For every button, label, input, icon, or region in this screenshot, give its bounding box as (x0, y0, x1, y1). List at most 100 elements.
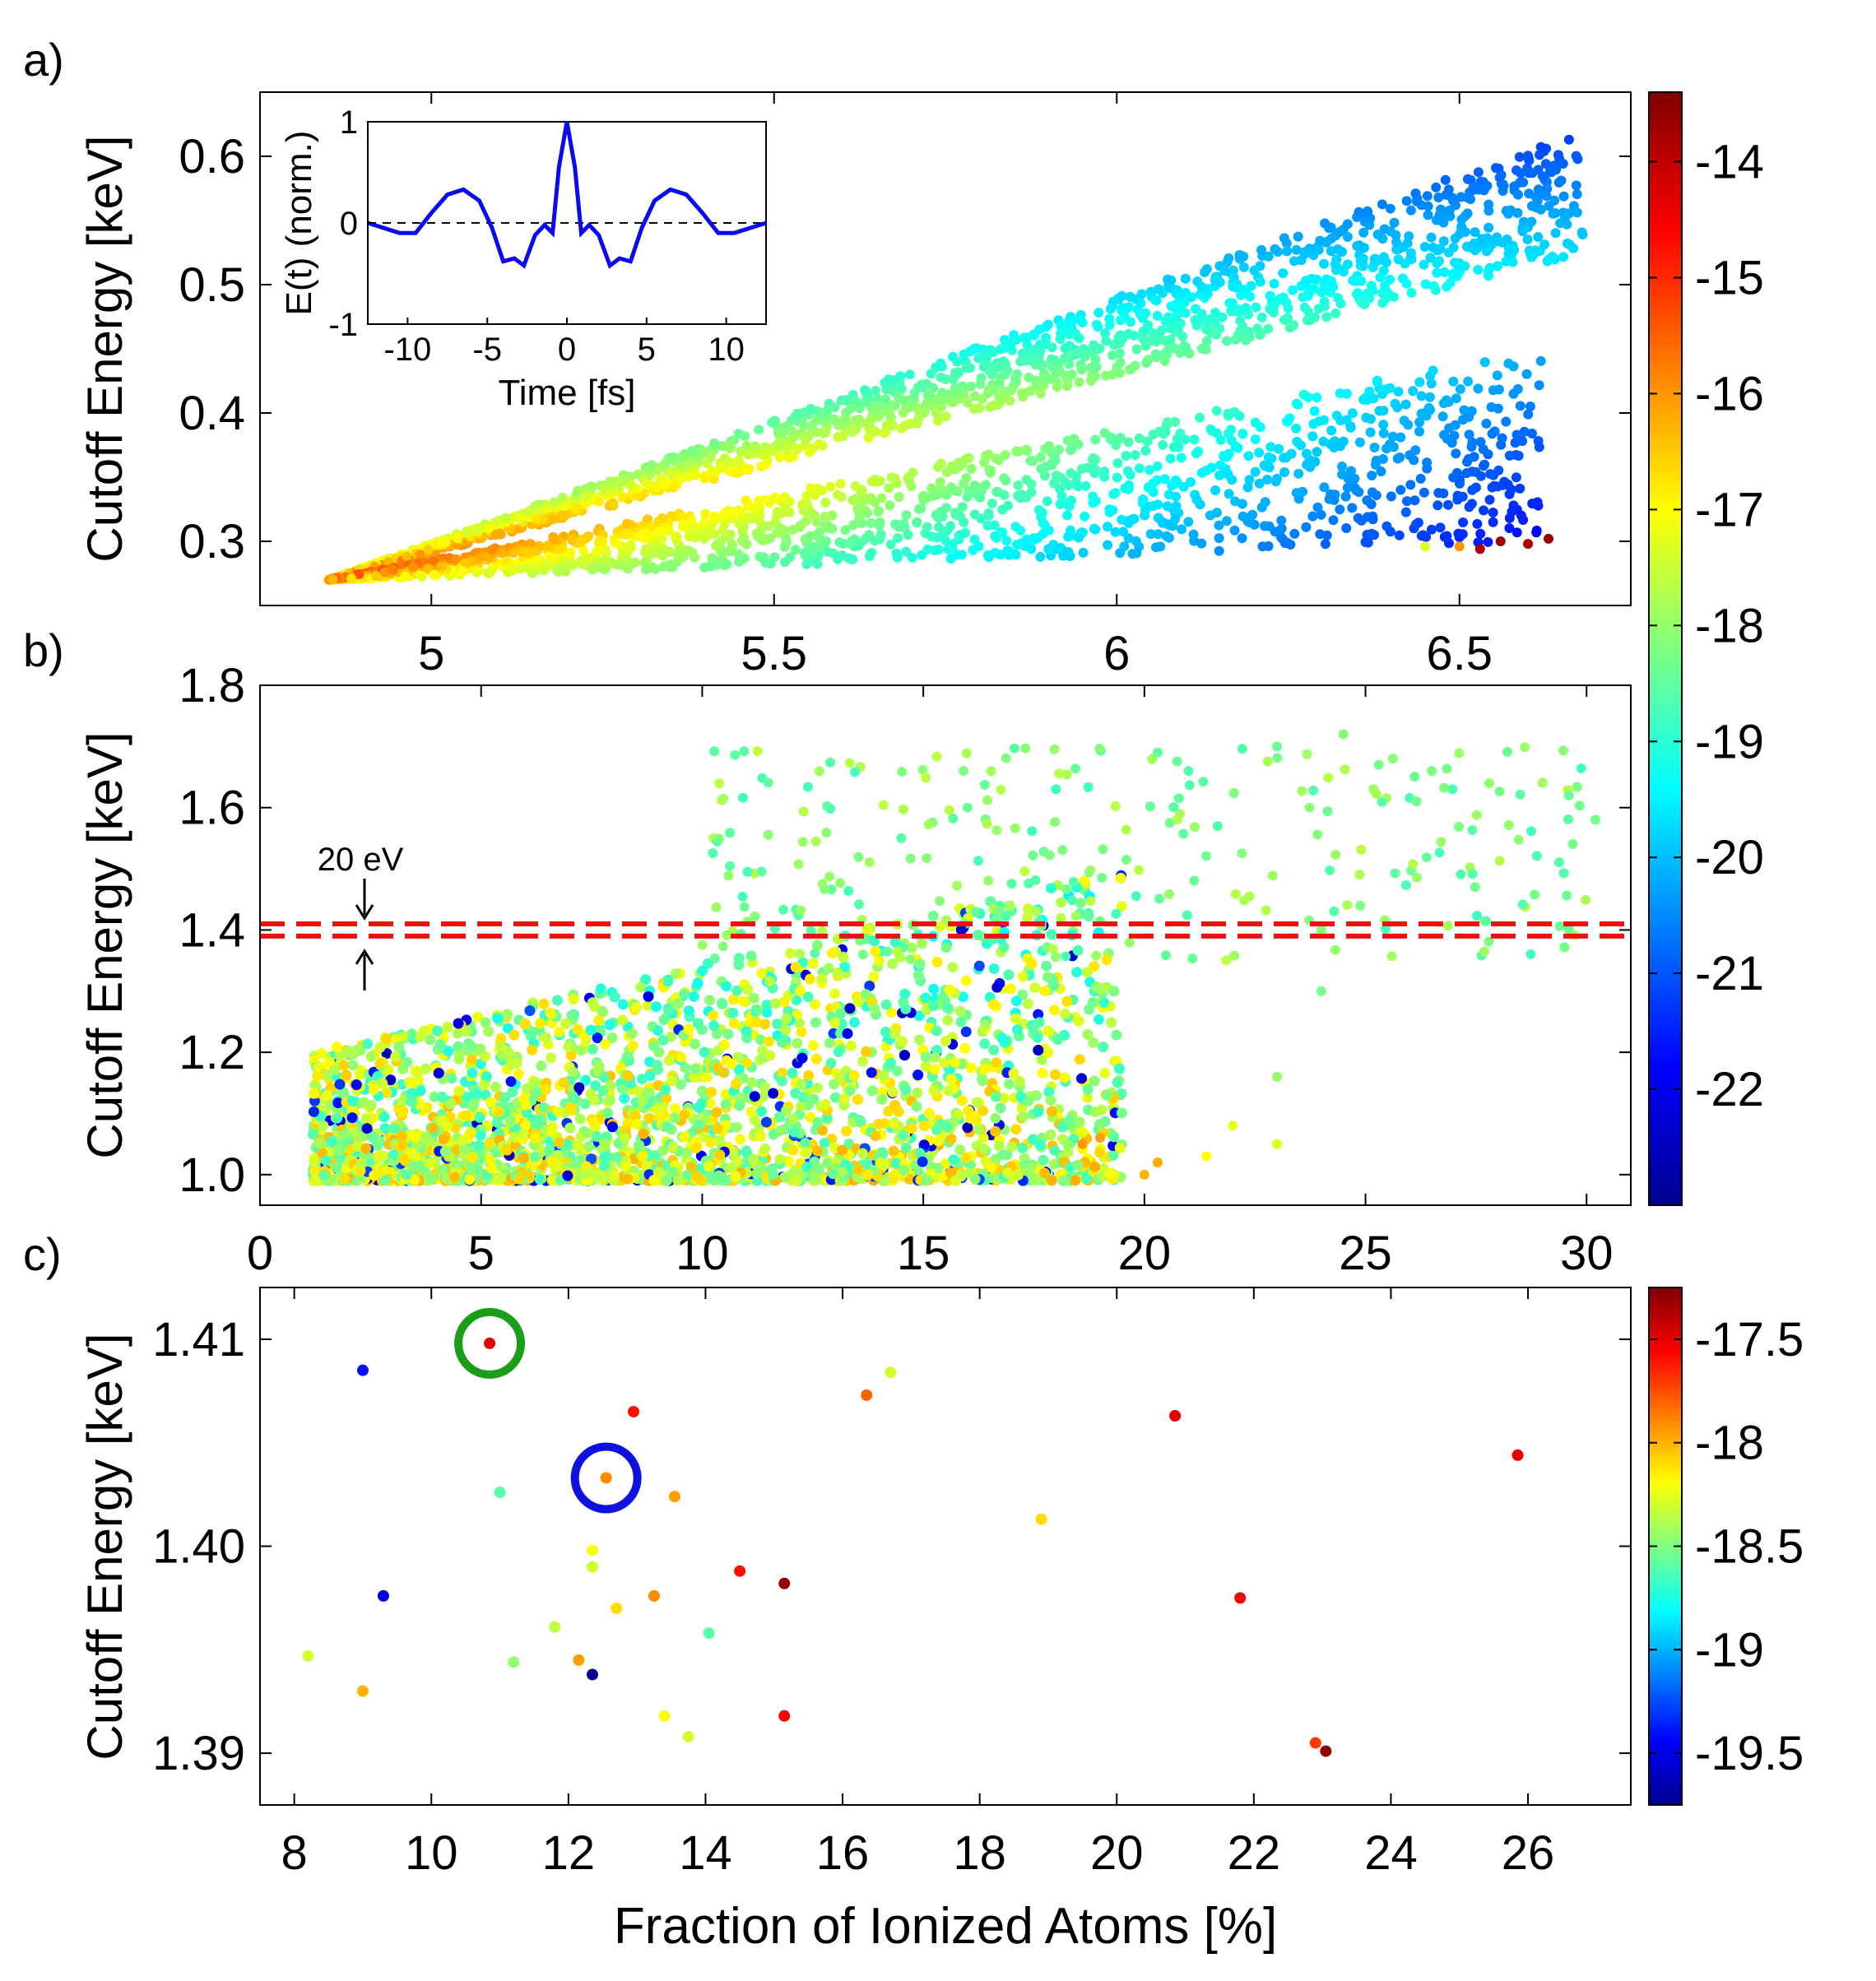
panel-a-point (1522, 234, 1533, 244)
panel-a-point (1512, 207, 1523, 218)
panel-a-point (1455, 229, 1465, 239)
panel-a-point (1386, 491, 1396, 502)
panel-b-point (1032, 1032, 1043, 1043)
panel-b-point (928, 983, 940, 995)
panel-a-point (1231, 282, 1241, 293)
panel-a-point (938, 395, 949, 405)
panel-a-point (1136, 289, 1147, 299)
panel-a-point (1029, 535, 1039, 545)
panel-a-point (1159, 474, 1170, 485)
panel-a-point (1010, 335, 1021, 346)
panel-a-point (1278, 268, 1289, 279)
panel-a-point (1033, 350, 1044, 361)
panel-label-a: a) (23, 34, 64, 86)
panel-b-point (737, 995, 749, 1007)
panel-b-point (1076, 1073, 1087, 1084)
panel-a-point (1438, 236, 1449, 247)
panel-b-point (1043, 1086, 1055, 1097)
panel-a-point (1060, 325, 1070, 336)
panel-a-point (593, 496, 604, 507)
panel-a-point (1217, 312, 1228, 322)
panel-a-point (784, 452, 794, 463)
panel-b-point (1041, 960, 1052, 972)
inset-y-ticks: 10-1 (328, 104, 374, 343)
panel-a-point (1572, 207, 1582, 218)
panel-b-point (810, 999, 821, 1010)
panel-a-point (1172, 477, 1182, 488)
panel-b-point (741, 1145, 752, 1157)
panel-a-point (1255, 276, 1265, 287)
panel-a-point (1523, 539, 1534, 550)
panel-a-point (1117, 305, 1127, 316)
panel-b-point (1023, 903, 1034, 915)
panel-a-point (918, 490, 929, 501)
panel-a-point (1380, 281, 1390, 291)
panel-b-point (977, 1105, 988, 1116)
panel-a-point (1105, 304, 1116, 314)
panel-a-point (1180, 273, 1191, 284)
panel-b-point (1074, 1054, 1085, 1065)
panel-a-point (1302, 459, 1312, 470)
panel-b-point (1056, 897, 1067, 908)
panel-a-point (541, 562, 551, 573)
panel-a-point (1448, 196, 1459, 206)
panel-b-point (720, 1120, 731, 1131)
panel-a-point (1170, 514, 1181, 525)
panel-b-point (760, 1116, 772, 1128)
panel-a-point (1419, 242, 1430, 252)
panel-a-point (1237, 499, 1247, 509)
panel-a-point (852, 503, 863, 514)
panel-a-point (371, 571, 382, 582)
panel-a-point (1234, 250, 1245, 260)
panel-b-point (734, 1093, 745, 1104)
panel-a-point (1423, 201, 1433, 211)
panel-a-point (964, 452, 974, 463)
panel-b-point (721, 981, 732, 992)
panel-b-point (954, 1005, 966, 1017)
panel-a-point (640, 527, 651, 538)
panel-a-point (969, 509, 980, 520)
panel-a-point (1010, 522, 1021, 532)
panel-b-point (1077, 1126, 1088, 1138)
panel-a-point (1364, 293, 1375, 304)
panel-a-point (954, 367, 964, 378)
panel-a-point (1410, 445, 1421, 456)
panel-a-point (1503, 358, 1514, 369)
panel-a-point (907, 552, 917, 563)
panel-a-point (686, 446, 697, 457)
panel-a-point (1426, 378, 1437, 389)
panel-a-point (779, 493, 790, 503)
panel-b-point (483, 1026, 495, 1037)
panel-a-point (1042, 319, 1053, 330)
panel-a-point (1542, 183, 1553, 194)
panel-a-point (525, 539, 536, 549)
panel-a-point (400, 571, 411, 582)
panel-a-point (1142, 436, 1153, 447)
panel-a-point (1330, 259, 1340, 270)
panel-a-point (1175, 428, 1186, 438)
panel-b-point (745, 1106, 757, 1117)
panel-b-point (573, 1023, 583, 1035)
panel-a-point (969, 391, 980, 401)
panel-a-point (1159, 429, 1169, 439)
panel-a-point (1001, 536, 1012, 546)
panel-b-point (472, 1011, 484, 1023)
panel-a-point (1571, 180, 1581, 191)
panel-a-point (1000, 450, 1010, 460)
panel-a-point (1558, 252, 1569, 262)
panel-b-point (354, 1069, 365, 1080)
panel-a-point (1242, 482, 1253, 493)
panel-b-point (817, 1125, 828, 1136)
panel-b-point (590, 1080, 601, 1092)
panel-a-point (1289, 528, 1300, 539)
panel-a-point (1170, 416, 1181, 427)
panel-a-point (735, 466, 745, 477)
panel-a-point (1035, 551, 1046, 562)
panel-a-point (1338, 436, 1349, 447)
panel-a-point (1461, 468, 1472, 479)
panel-a-point (1155, 541, 1166, 552)
panel-a-point (1511, 472, 1521, 483)
panel-a-point (937, 511, 948, 522)
panel-a-point (1291, 488, 1302, 499)
panel-a-point (1402, 238, 1413, 248)
